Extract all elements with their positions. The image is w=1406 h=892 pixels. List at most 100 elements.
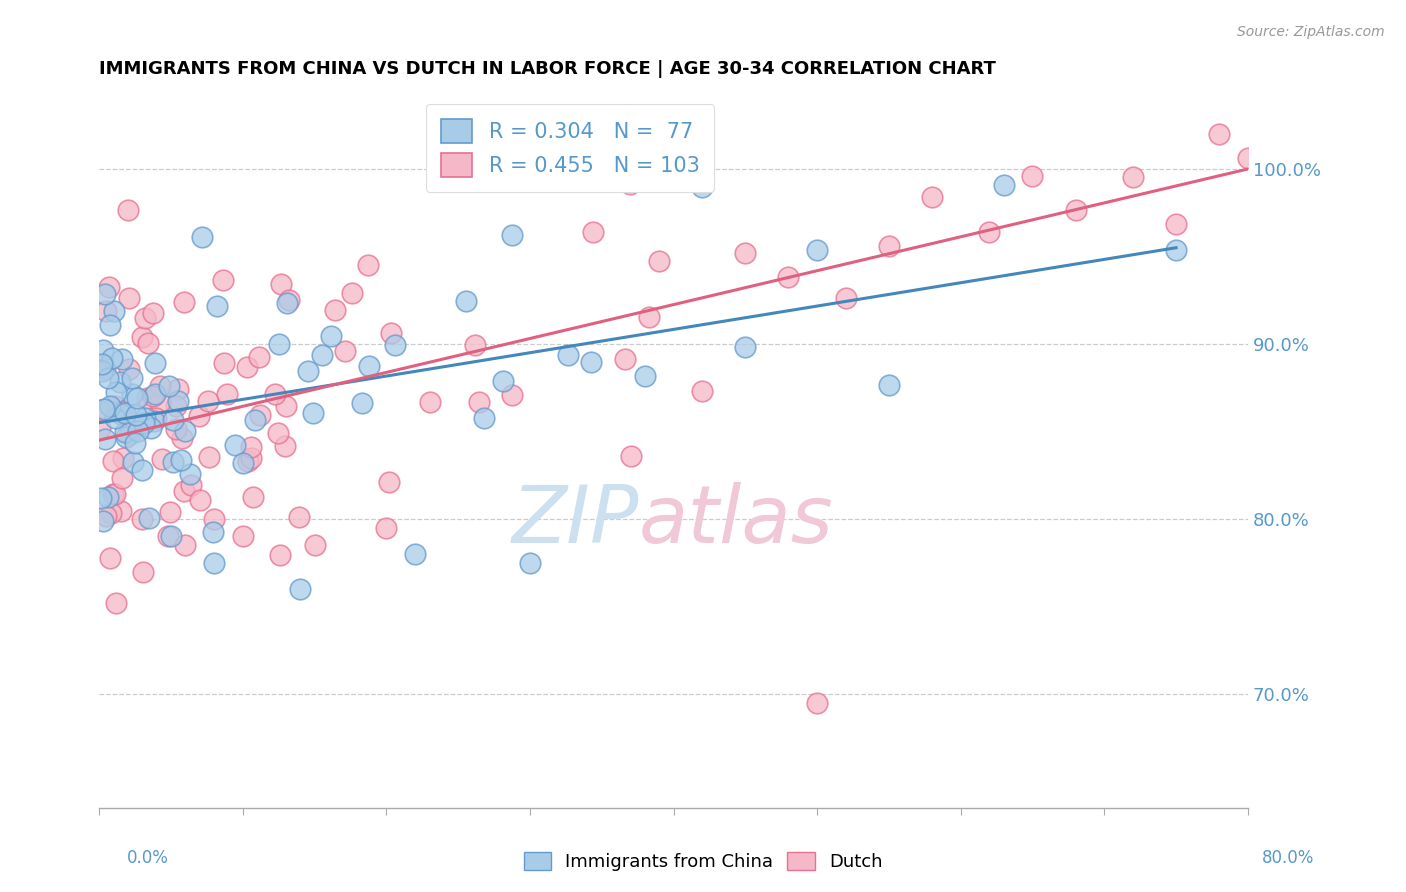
Point [501, 227, 523, 242]
Text: 80.0%: 80.0% [1263, 849, 1315, 867]
Point [207, 299, 229, 313]
Point [380, 326, 402, 340]
Point [619, 177, 641, 191]
Point [134, 310, 156, 325]
Point [302, 406, 325, 420]
Point [290, 582, 312, 596]
Point [114, 407, 136, 421]
Point [120, 427, 142, 442]
Point [188, 493, 211, 508]
Point [557, 348, 579, 362]
Point [98, 280, 121, 294]
Point [172, 431, 194, 445]
Point [134, 410, 156, 425]
Point [835, 291, 858, 305]
Point [267, 426, 290, 441]
Point [274, 439, 297, 453]
Point [127, 424, 149, 438]
Point [734, 246, 756, 260]
Point [492, 374, 515, 388]
Point [637, 310, 659, 324]
Point [357, 359, 380, 373]
Point [270, 277, 292, 291]
Point [173, 295, 195, 310]
Point [202, 524, 225, 539]
Point [117, 203, 139, 218]
Point [117, 291, 139, 305]
Point [98, 551, 121, 566]
Point [806, 243, 828, 257]
Point [474, 411, 496, 425]
Point [101, 487, 124, 501]
Point [101, 351, 124, 365]
Point [1021, 169, 1043, 184]
Point [111, 471, 134, 485]
Point [212, 273, 235, 287]
Point [877, 377, 900, 392]
Point [217, 386, 239, 401]
Point [110, 504, 132, 518]
Point [734, 340, 756, 354]
Point [121, 370, 143, 384]
Legend: Immigrants from China, Dutch: Immigrants from China, Dutch [516, 845, 890, 879]
Point [620, 449, 643, 463]
Point [357, 258, 380, 272]
Point [98, 318, 121, 332]
Point [142, 389, 165, 403]
Point [143, 387, 166, 401]
Point [160, 529, 183, 543]
Point [159, 505, 181, 519]
Point [94, 287, 117, 301]
Point [170, 452, 193, 467]
Point [138, 511, 160, 525]
Text: Source: ZipAtlas.com: Source: ZipAtlas.com [1237, 25, 1385, 39]
Point [131, 330, 153, 344]
Point [104, 411, 127, 425]
Point [274, 399, 297, 413]
Point [378, 475, 401, 489]
Point [236, 359, 259, 374]
Point [319, 329, 342, 343]
Point [288, 509, 311, 524]
Point [118, 361, 141, 376]
Text: ZIP: ZIP [512, 482, 640, 559]
Point [1164, 217, 1187, 231]
Point [214, 356, 236, 370]
Point [352, 396, 374, 410]
Point [103, 487, 125, 501]
Point [96, 304, 118, 318]
Point [131, 512, 153, 526]
Point [202, 512, 225, 526]
Point [91, 514, 114, 528]
Point [464, 338, 486, 352]
Point [342, 286, 364, 301]
Point [249, 350, 271, 364]
Point [325, 302, 347, 317]
Point [142, 414, 165, 428]
Point [105, 385, 128, 400]
Point [111, 405, 134, 419]
Point [132, 565, 155, 579]
Point [634, 368, 657, 383]
Point [232, 529, 254, 543]
Point [162, 455, 184, 469]
Point [97, 490, 120, 504]
Point [98, 400, 121, 414]
Point [197, 394, 219, 409]
Point [157, 379, 180, 393]
Point [131, 463, 153, 477]
Point [136, 336, 159, 351]
Point [384, 337, 406, 351]
Point [692, 384, 714, 399]
Point [165, 399, 187, 413]
Point [454, 294, 477, 309]
Point [993, 178, 1015, 193]
Point [91, 364, 114, 378]
Point [89, 421, 111, 435]
Point [613, 351, 636, 366]
Point [135, 392, 157, 406]
Point [166, 383, 188, 397]
Point [93, 343, 115, 357]
Point [267, 337, 290, 351]
Point [240, 451, 263, 466]
